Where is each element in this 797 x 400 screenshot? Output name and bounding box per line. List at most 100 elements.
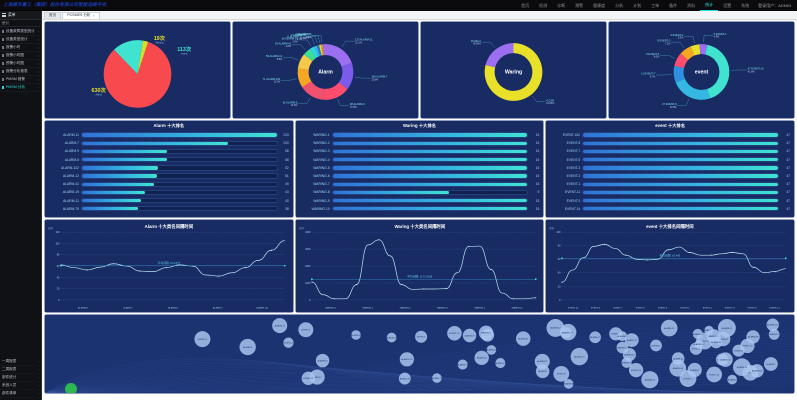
hamburger-icon[interactable] <box>2 13 6 17</box>
data-point[interactable] <box>646 259 649 261</box>
data-point[interactable] <box>165 267 167 269</box>
pie-slice-5[interactable] <box>690 44 701 56</box>
network-node[interactable] <box>650 339 662 352</box>
network-node[interactable] <box>351 330 361 340</box>
network-node[interactable] <box>301 371 315 385</box>
pie-slice-4[interactable] <box>680 46 695 61</box>
bar-row[interactable]: EVENT-14 47 <box>550 205 790 213</box>
network-node[interactable] <box>478 325 494 341</box>
sidebar-item-6[interactable]: PMSM 报警 › <box>0 76 41 84</box>
top-navigation[interactable]: 首页 检测 诊断 预警 健康度 分析 计划 工单 备件 资料 统计 设置 系统 登录用户：ADMIN <box>516 0 795 11</box>
bar-row[interactable]: ALARM-12 51 <box>49 172 289 180</box>
nav-item-2[interactable]: 诊断 <box>557 2 566 8</box>
nav-item-6[interactable]: 计划 <box>633 2 642 8</box>
bar-row[interactable]: ALARM-11 40 <box>49 197 289 205</box>
data-point[interactable] <box>512 298 514 300</box>
data-point[interactable] <box>467 246 469 248</box>
pie-slice-3[interactable] <box>674 53 689 69</box>
data-point[interactable] <box>561 281 563 283</box>
network-node[interactable] <box>669 359 687 377</box>
network-node[interactable] <box>432 373 442 383</box>
data-point[interactable] <box>333 298 335 300</box>
network-node[interactable] <box>315 353 330 368</box>
network-node[interactable] <box>474 350 489 366</box>
sidebar-item-7[interactable]: PMSM 分析 › <box>0 84 41 92</box>
pie-slice-0[interactable] <box>103 41 172 108</box>
bar-row[interactable]: EVENT-7 47 <box>550 147 790 155</box>
nav-item-4[interactable]: 健康度 <box>593 2 606 8</box>
network-node[interactable] <box>570 347 589 366</box>
pie-slice-6[interactable] <box>699 44 708 55</box>
pie-slice-6[interactable] <box>303 48 317 62</box>
sidebar-item-1[interactable]: 设备类型统计 › <box>0 36 41 44</box>
data-point[interactable] <box>113 263 115 265</box>
bar-row[interactable]: WARING-7 15 <box>300 180 539 188</box>
network-node[interactable] <box>694 339 704 349</box>
network-node[interactable] <box>621 357 632 368</box>
network-node[interactable] <box>733 358 751 377</box>
network-node[interactable] <box>768 329 780 340</box>
network-node[interactable] <box>563 379 574 389</box>
sidebar-header[interactable]: 菜单 <box>0 11 41 20</box>
bar-row[interactable]: ALARM-41 49 <box>49 180 289 188</box>
network-node[interactable] <box>534 353 550 369</box>
network-node[interactable] <box>687 362 702 378</box>
nav-item-1[interactable]: 检测 <box>539 2 548 8</box>
data-point[interactable] <box>668 249 670 251</box>
data-point[interactable] <box>311 281 313 283</box>
bar-row[interactable]: EVENT-2 47 <box>550 172 790 180</box>
network-node[interactable] <box>641 371 659 389</box>
pie-slice-1[interactable] <box>485 43 514 68</box>
network-node[interactable] <box>535 364 550 379</box>
data-point[interactable] <box>86 269 88 271</box>
network-node[interactable] <box>298 322 314 338</box>
network-node[interactable] <box>560 327 572 339</box>
close-icon[interactable]: × <box>92 13 95 18</box>
network-node[interactable] <box>717 319 736 337</box>
sidebar-bottom-item-0[interactable]: 一周报表 › <box>0 358 41 366</box>
data-point[interactable] <box>732 251 734 254</box>
data-point[interactable] <box>139 270 141 272</box>
network-node[interactable] <box>194 331 211 348</box>
sidebar-bottom-item-3[interactable]: 系统人员 › <box>0 382 41 390</box>
data-point[interactable] <box>753 266 755 268</box>
data-point[interactable] <box>689 251 691 254</box>
network-node[interactable] <box>710 336 723 349</box>
data-point[interactable] <box>625 254 627 256</box>
pie-slice-3[interactable] <box>302 81 325 100</box>
pie-slice-1[interactable] <box>675 78 711 100</box>
sidebar-item-4[interactable]: 预警小时图 › <box>0 60 41 68</box>
network-root-node[interactable] <box>65 383 77 393</box>
data-point[interactable] <box>445 288 447 290</box>
bar-row[interactable]: EVENT-010 47 <box>550 131 790 139</box>
network-node[interactable] <box>727 374 738 385</box>
sidebar-bottom-item-1[interactable]: 二周报表 › <box>0 366 41 374</box>
data-point[interactable] <box>218 275 220 277</box>
data-point[interactable] <box>244 267 246 269</box>
network-node[interactable] <box>398 372 411 385</box>
pie-slice-0[interactable] <box>323 44 352 67</box>
nav-item-5[interactable]: 分析 <box>615 2 624 8</box>
pie-slice-8[interactable] <box>313 45 321 57</box>
pie-slice-2[interactable] <box>323 82 348 100</box>
bar-row[interactable]: WARING-10 15 <box>300 205 539 213</box>
bar-row[interactable]: ALARM-5 58 <box>49 156 289 164</box>
network-node[interactable] <box>617 331 628 342</box>
tab-0[interactable]: 首页 <box>44 11 62 19</box>
network-node[interactable] <box>447 326 462 341</box>
sidebar-bottom-item-4[interactable]: 部件清单 › <box>0 390 41 398</box>
sidebar-item-2[interactable]: 报警小时 › <box>0 44 41 52</box>
sidebar-bottom-item-2[interactable]: 部件统计 › <box>0 374 41 382</box>
pie-slice-1[interactable] <box>113 40 143 74</box>
bar-row[interactable]: WARING-3 15 <box>300 147 539 155</box>
network-node[interactable] <box>692 328 703 339</box>
nav-item-7[interactable]: 工单 <box>651 2 660 8</box>
bar-row[interactable]: ALARM-11 133 <box>49 131 289 139</box>
bar-row[interactable]: EVENT-5 47 <box>550 156 790 164</box>
network-node[interactable] <box>628 362 644 378</box>
data-point[interactable] <box>378 239 380 241</box>
tab-bar[interactable]: 首页 PCSMES 分析 × <box>42 11 797 20</box>
nav-item-11[interactable]: 设置 <box>723 2 732 8</box>
nav-item-12[interactable]: 系统 <box>741 2 750 8</box>
pie-slice-0[interactable] <box>705 44 730 99</box>
